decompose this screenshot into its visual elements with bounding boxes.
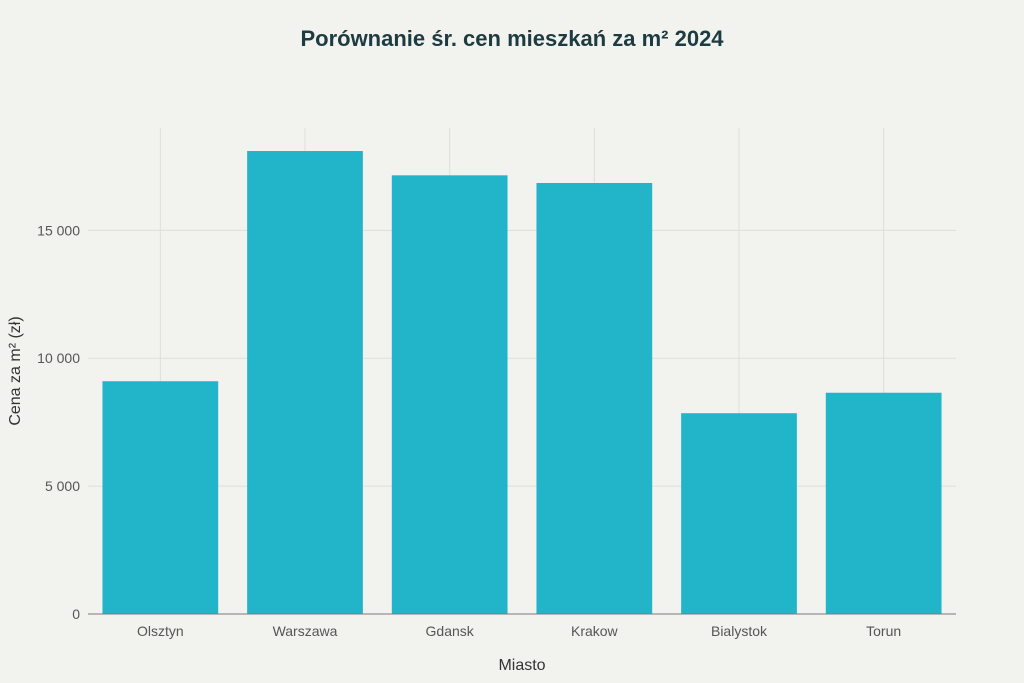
y-tick-label: 0: [72, 606, 80, 622]
bar-warszawa: [247, 151, 363, 614]
x-tick-label: Gdansk: [426, 623, 475, 639]
bar-torun: [825, 392, 942, 614]
x-tick-label: Warszawa: [273, 623, 338, 639]
bar-bialystok: [681, 413, 797, 614]
bar-olsztyn: [102, 381, 219, 614]
bar-gdansk: [391, 175, 508, 615]
y-axis-title: Cena za m² (zł): [7, 316, 24, 425]
x-tick-label: Krakow: [571, 623, 619, 639]
x-tick-label: Torun: [866, 623, 901, 639]
x-tick-label: Bialystok: [711, 623, 768, 639]
x-tick-label: Olsztyn: [137, 623, 184, 639]
y-tick-label: 5 000: [45, 478, 80, 494]
bar-krakow: [536, 182, 653, 614]
y-tick-label: 10 000: [37, 350, 80, 366]
y-tick-label: 15 000: [37, 222, 80, 238]
x-axis-title: Miasto: [498, 657, 545, 674]
chart-title: Porównanie śr. cen mieszkań za m² 2024: [300, 26, 724, 51]
